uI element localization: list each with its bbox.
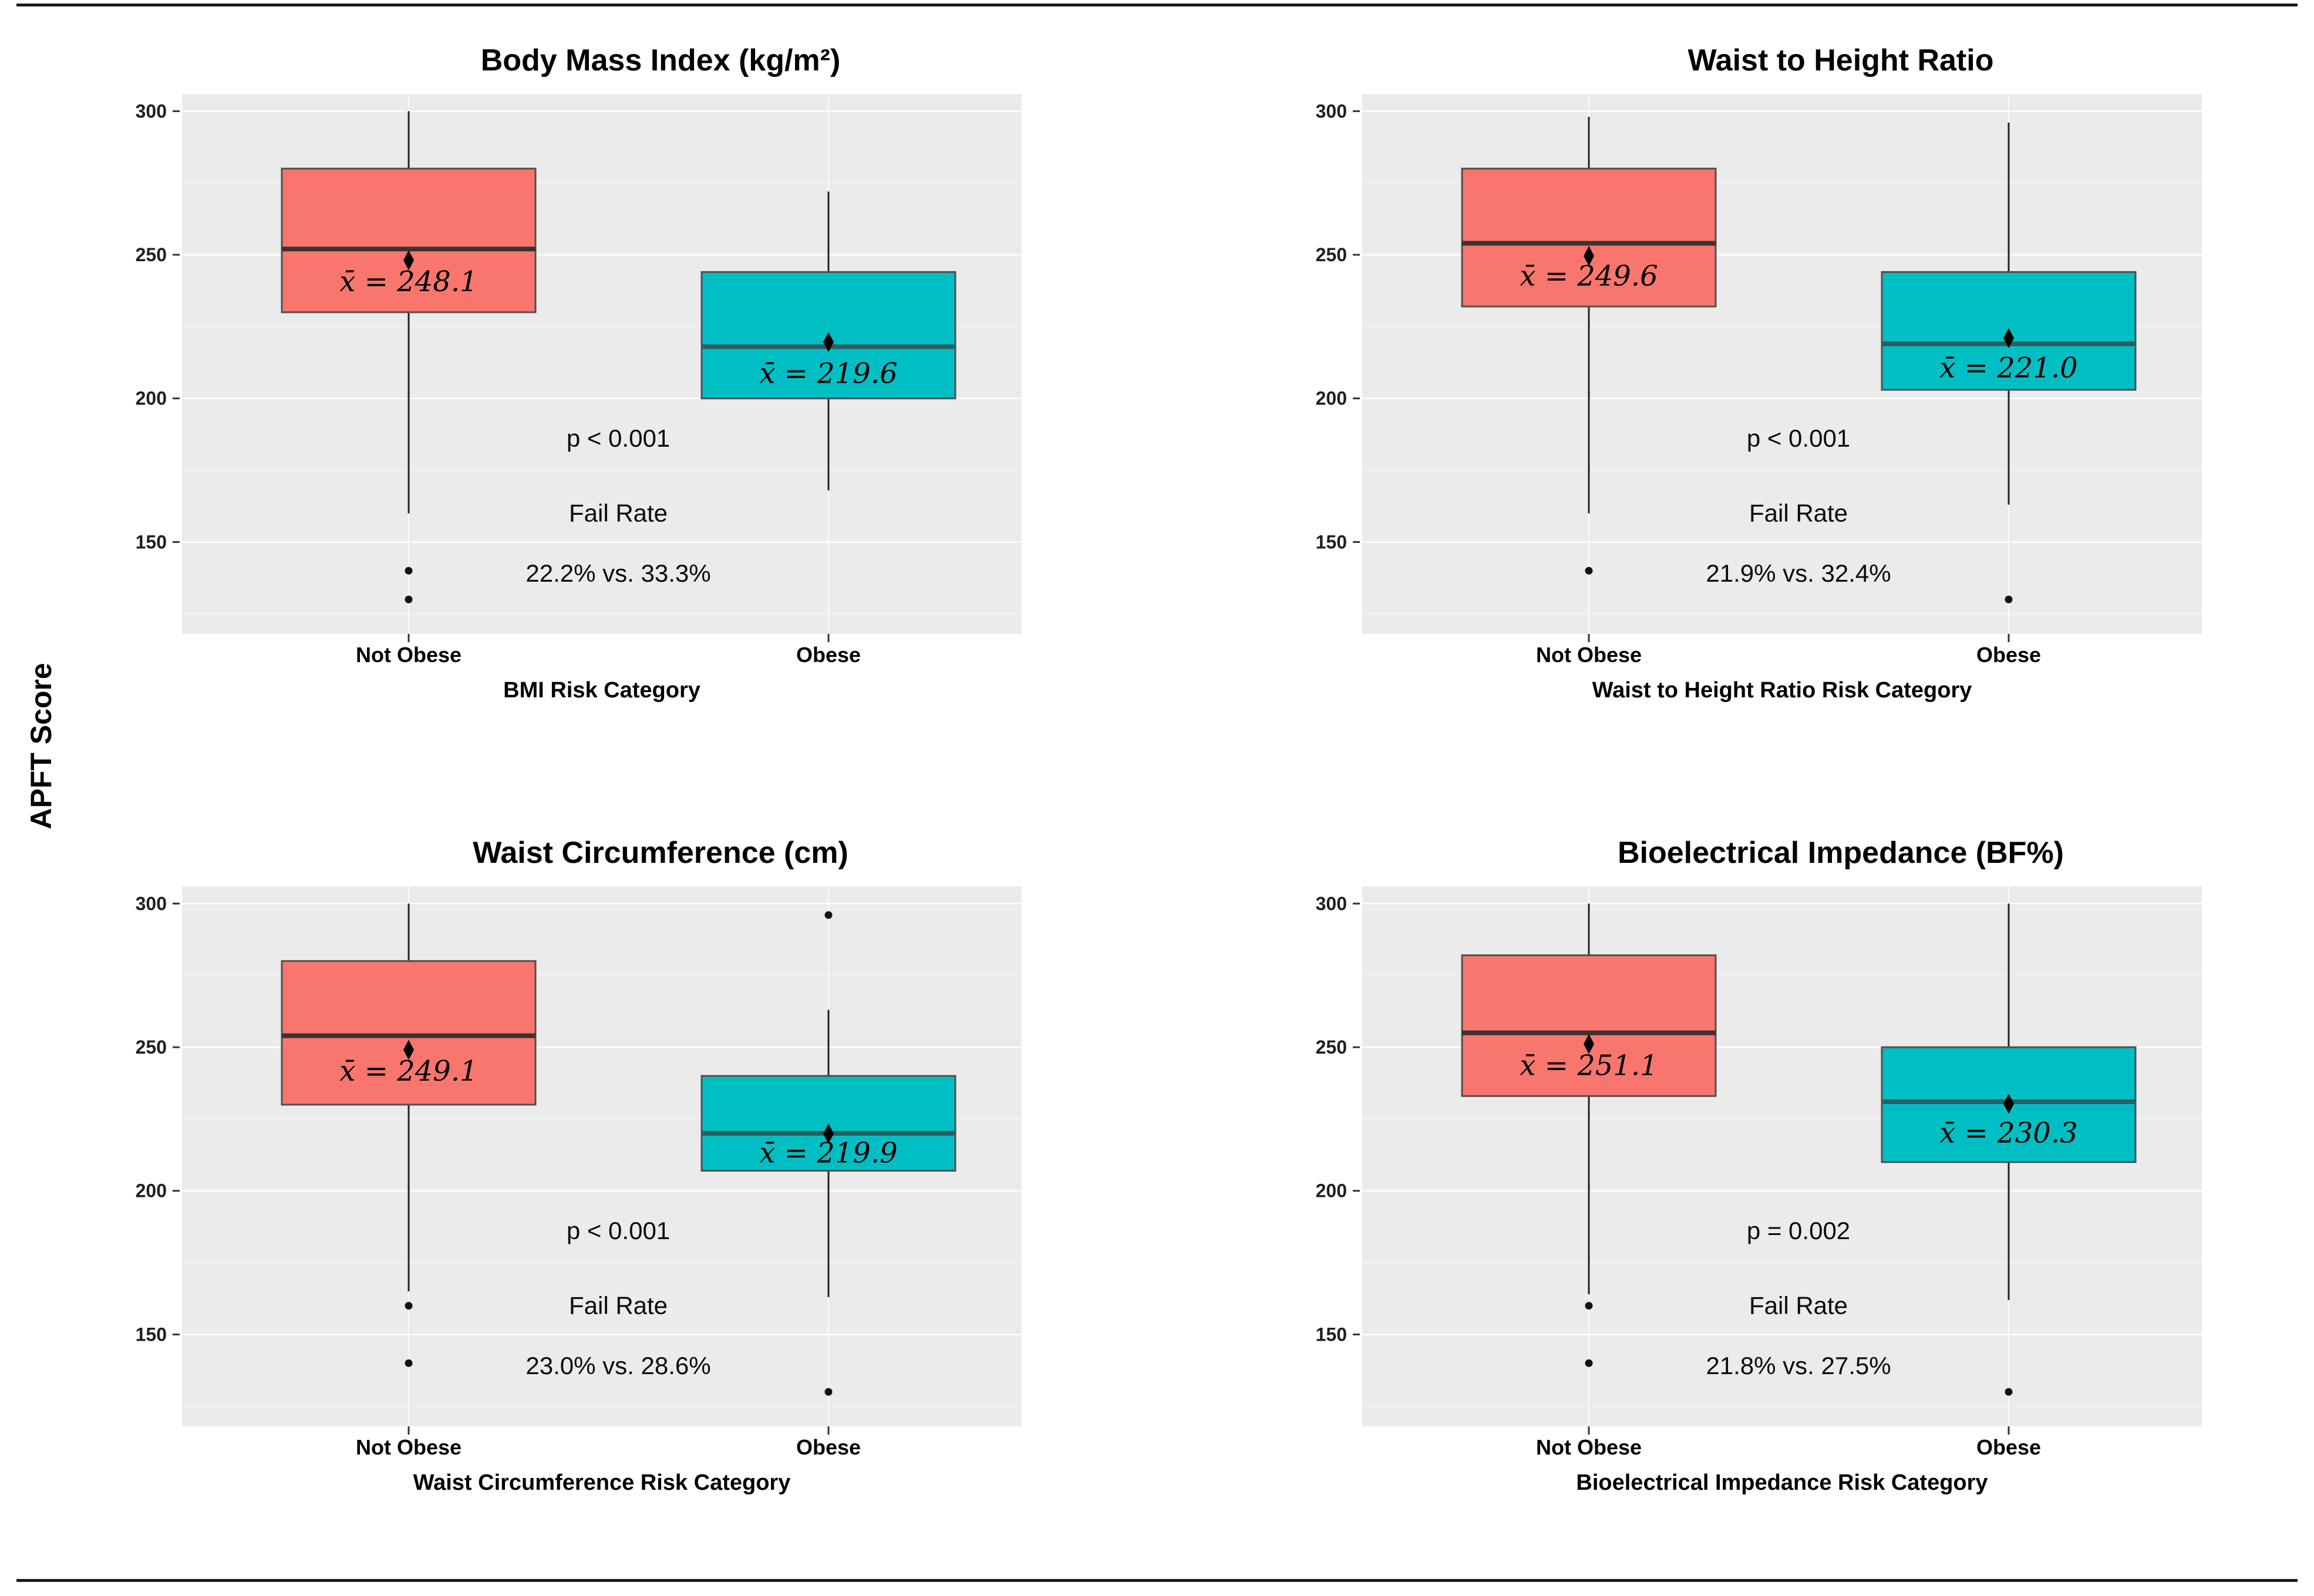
boxplot-svg: 150 200 250 300 x̄ = 251.1 x̄ = 230.3 p = 0.00… xyxy=(1316,836,2202,1495)
outlier-dot xyxy=(405,1359,413,1367)
y-tick-label: 250 xyxy=(1316,1037,1347,1058)
boxplot-svg: 150 200 250 300 x̄ = 249.6 x̄ = 221.0 p < 0.00… xyxy=(1316,43,2202,703)
mean-value-label: x̄ = 248.1 xyxy=(339,265,477,298)
box-not-obese xyxy=(281,960,537,1106)
p-value-label: p = 0.002 xyxy=(1747,1217,1850,1244)
plot-title: Bioelectrical Impedance (BF%) xyxy=(1618,836,2064,870)
boxplot-svg: 150 200 250 300 x̄ = 248.1 x̄ = 219.6 p < 0.00… xyxy=(136,43,1022,703)
y-tick-label: 300 xyxy=(1316,100,1347,122)
plot-waist-circumference: 150 200 250 300 x̄ = 249.1 x̄ = 219.9 p < 0.00… xyxy=(88,804,1192,1567)
box-obese xyxy=(700,1075,956,1172)
y-axis-title: APFT Score xyxy=(25,663,58,829)
plot-waist-height-ratio: 150 200 250 300 x̄ = 249.6 x̄ = 221.0 p < 0.00… xyxy=(1268,12,2314,775)
y-tick-label: 200 xyxy=(136,1180,167,1202)
y-tick-label: 300 xyxy=(136,100,167,122)
outlier-dot xyxy=(1585,1359,1593,1367)
y-tick-label: 200 xyxy=(136,388,167,409)
y-tick-label: 150 xyxy=(1316,531,1347,552)
plot-title: Waist to Height Ratio xyxy=(1688,43,1994,77)
fail-rate-values: 21.8% vs. 27.5% xyxy=(1706,1352,1891,1379)
x-category-label-not-obese: Not Obese xyxy=(356,643,462,667)
mean-value-label: x̄ = 219.9 xyxy=(759,1137,897,1170)
mean-diamond xyxy=(1584,1034,1594,1054)
outlier-dot xyxy=(2005,1388,2013,1396)
x-category-label-obese: Obese xyxy=(796,643,861,667)
outlier-dot xyxy=(824,911,833,919)
x-axis-title: Waist to Height Ratio Risk Category xyxy=(1592,678,1972,703)
x-axis-title: Bioelectrical Impedance Risk Category xyxy=(1576,1470,1988,1495)
boxplot-svg: 150 200 250 300 x̄ = 249.1 x̄ = 219.9 p < 0.00… xyxy=(136,836,1022,1495)
mean-value-label: x̄ = 249.6 xyxy=(1520,259,1658,292)
p-value-label: p < 0.001 xyxy=(567,1217,670,1244)
plot-bmi: 150 200 250 300 x̄ = 248.1 x̄ = 219.6 p < 0.00… xyxy=(88,12,1192,775)
box-not-obese xyxy=(1461,954,1717,1097)
y-tick-label: 300 xyxy=(1316,893,1347,914)
fail-rate-title: Fail Rate xyxy=(1749,499,1848,527)
mean-diamond xyxy=(2003,1094,2014,1114)
mean-value-label: x̄ = 230.3 xyxy=(1939,1116,2077,1149)
fail-rate-title: Fail Rate xyxy=(569,1291,668,1319)
plot-bioelectrical-impedance: 150 200 250 300 x̄ = 251.1 x̄ = 230.3 p = 0.00… xyxy=(1268,804,2314,1567)
fail-rate-values: 23.0% vs. 28.6% xyxy=(526,1352,710,1379)
x-category-label-not-obese: Not Obese xyxy=(356,1435,462,1459)
plot-title: Waist Circumference (cm) xyxy=(473,836,848,870)
y-tick-label: 250 xyxy=(136,1037,167,1058)
mean-diamond xyxy=(403,250,414,271)
mean-value-label: x̄ = 221.0 xyxy=(1939,352,2077,384)
p-value-label: p < 0.001 xyxy=(1747,424,1850,452)
y-tick-label: 150 xyxy=(1316,1324,1347,1345)
mean-diamond xyxy=(823,332,834,352)
mean-diamond xyxy=(2003,328,2014,348)
mean-diamond xyxy=(1584,246,1594,266)
mean-diamond xyxy=(823,1123,834,1144)
fail-rate-values: 22.2% vs. 33.3% xyxy=(526,559,710,587)
box-not-obese xyxy=(281,167,537,313)
y-tick-label: 200 xyxy=(1316,1180,1347,1202)
mean-value-label: x̄ = 251.1 xyxy=(1520,1049,1658,1082)
outlier-dot xyxy=(405,566,413,575)
x-category-label-not-obese: Not Obese xyxy=(1536,643,1642,667)
y-tick-label: 250 xyxy=(136,244,167,265)
p-value-label: p < 0.001 xyxy=(567,424,670,452)
fail-rate-values: 21.9% vs. 32.4% xyxy=(1706,559,1891,587)
mean-value-label: x̄ = 249.1 xyxy=(339,1055,477,1088)
outlier-dot xyxy=(405,595,413,603)
y-tick-label: 250 xyxy=(1316,244,1347,265)
outlier-dot xyxy=(1585,566,1593,575)
y-tick-label: 150 xyxy=(136,1324,167,1345)
x-axis-title: BMI Risk Category xyxy=(503,678,700,703)
y-tick-label: 200 xyxy=(1316,388,1347,409)
top-rule xyxy=(16,4,2298,6)
fail-rate-title: Fail Rate xyxy=(1749,1291,1848,1319)
y-tick-label: 150 xyxy=(136,531,167,552)
x-category-label-not-obese: Not Obese xyxy=(1536,1435,1642,1459)
fail-rate-title: Fail Rate xyxy=(569,499,668,527)
plots-grid: 150 200 250 300 x̄ = 248.1 x̄ = 219.6 p < 0.00… xyxy=(88,12,2314,1567)
bottom-rule xyxy=(16,1579,2298,1582)
outlier-dot xyxy=(824,1388,833,1396)
x-category-label-obese: Obese xyxy=(1976,643,2041,667)
outlier-dot xyxy=(1585,1301,1593,1310)
mean-diamond xyxy=(403,1040,414,1060)
box-not-obese xyxy=(1461,167,1717,308)
x-category-label-obese: Obese xyxy=(1976,1435,2041,1459)
x-axis-title: Waist Circumference Risk Category xyxy=(413,1470,791,1495)
y-tick-label: 300 xyxy=(136,893,167,914)
mean-value-label: x̄ = 219.6 xyxy=(759,357,897,390)
x-category-label-obese: Obese xyxy=(796,1435,861,1459)
plot-title: Body Mass Index (kg/m²) xyxy=(481,43,841,77)
outlier-dot xyxy=(405,1301,413,1310)
outlier-dot xyxy=(2005,595,2013,603)
